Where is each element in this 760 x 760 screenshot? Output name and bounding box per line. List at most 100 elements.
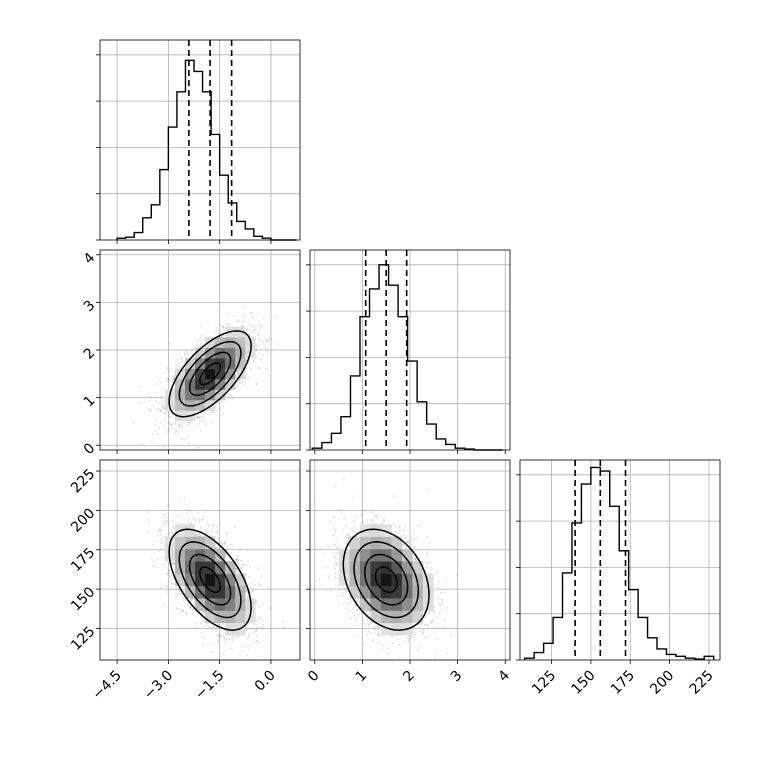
scatter-point bbox=[162, 406, 165, 409]
contour-2sigma bbox=[168, 528, 252, 631]
scatter-point bbox=[258, 584, 261, 586]
scatter-point bbox=[258, 655, 260, 658]
scatter-point bbox=[217, 332, 220, 335]
scatter-point bbox=[167, 422, 170, 425]
density-cell bbox=[205, 536, 216, 550]
scatter-point bbox=[198, 339, 201, 342]
scatter-point bbox=[215, 530, 218, 533]
scatter-point bbox=[219, 408, 222, 411]
scatter-point bbox=[225, 638, 228, 641]
scatter-point bbox=[367, 624, 370, 626]
scatter-point bbox=[236, 554, 239, 556]
scatter-point bbox=[226, 531, 228, 534]
scatter-point bbox=[159, 529, 162, 532]
scatter-point bbox=[340, 512, 343, 515]
scatter-point bbox=[380, 515, 382, 517]
scatter-point bbox=[263, 343, 265, 345]
density-cell bbox=[225, 561, 236, 574]
scatter-point bbox=[223, 541, 226, 544]
scatter-point bbox=[373, 625, 376, 627]
scatter-point bbox=[348, 618, 351, 621]
density-cell bbox=[205, 548, 216, 562]
density-cell bbox=[174, 368, 186, 380]
density-cell bbox=[195, 400, 206, 411]
scatter-point bbox=[265, 632, 267, 635]
density-cell bbox=[215, 389, 226, 401]
scatter-point bbox=[427, 564, 430, 567]
scatter-point bbox=[196, 416, 199, 418]
scatter-point bbox=[262, 341, 264, 343]
scatter-point bbox=[375, 516, 378, 519]
density-cell bbox=[205, 368, 216, 380]
scatter-point bbox=[163, 516, 166, 518]
scatter-point bbox=[411, 541, 414, 543]
density-cell bbox=[174, 389, 186, 401]
scatter-point bbox=[393, 523, 396, 526]
scatter-point bbox=[146, 511, 149, 514]
scatter-point bbox=[245, 629, 248, 632]
scatter-point bbox=[335, 561, 337, 564]
scatter-point bbox=[191, 612, 194, 615]
scatter-point bbox=[256, 639, 259, 642]
scatter-point bbox=[188, 509, 191, 512]
scatter-point bbox=[346, 589, 348, 592]
scatter-point bbox=[216, 408, 219, 410]
scatter-point bbox=[342, 592, 345, 594]
scatter-point bbox=[426, 624, 429, 627]
scatter-point bbox=[173, 562, 176, 564]
density-cell bbox=[195, 573, 206, 587]
scatter-point bbox=[426, 536, 429, 538]
scatter-point bbox=[163, 407, 166, 410]
scatter-point bbox=[186, 423, 189, 426]
scatter-point bbox=[361, 521, 363, 524]
scatter-point bbox=[252, 641, 255, 644]
scatter-point bbox=[182, 609, 184, 612]
scatter-point bbox=[377, 633, 380, 636]
scatter-point bbox=[160, 410, 162, 412]
scatter-point bbox=[225, 547, 228, 550]
scatter-point bbox=[165, 519, 168, 522]
scatter-point bbox=[345, 602, 348, 605]
scatter-point bbox=[249, 589, 251, 592]
scatter-point bbox=[257, 617, 260, 620]
density-cell bbox=[370, 598, 382, 611]
scatter-point bbox=[406, 541, 409, 544]
scatter-point bbox=[257, 333, 259, 335]
scatter-point bbox=[177, 361, 180, 364]
scatter-point bbox=[357, 635, 359, 637]
scatter-point bbox=[345, 590, 347, 593]
scatter-point bbox=[270, 607, 273, 610]
density-cell bbox=[195, 347, 206, 359]
scatter-point bbox=[208, 627, 211, 629]
scatter-point bbox=[456, 574, 458, 577]
scatter-point bbox=[230, 543, 233, 546]
scatter-point bbox=[262, 626, 264, 629]
scatter-point bbox=[450, 634, 453, 636]
scatter-point bbox=[409, 635, 412, 637]
scatter-point bbox=[224, 543, 226, 546]
scatter-point bbox=[258, 604, 260, 606]
density-cell bbox=[205, 337, 216, 348]
scatter-point bbox=[320, 547, 323, 549]
scatter-point bbox=[255, 348, 258, 350]
scatter-point bbox=[189, 599, 192, 601]
scatter-point bbox=[427, 636, 429, 639]
scatter-point bbox=[188, 421, 191, 424]
scatter-point bbox=[202, 518, 204, 521]
scatter-point bbox=[180, 586, 183, 589]
scatter-point bbox=[258, 338, 261, 340]
scatter-point bbox=[215, 630, 218, 632]
scatter-point bbox=[165, 430, 168, 433]
scatter-point bbox=[261, 604, 264, 606]
scatter-point bbox=[243, 316, 246, 318]
scatter-point bbox=[228, 324, 231, 326]
scatter-point bbox=[176, 358, 179, 361]
scatter-point bbox=[382, 520, 384, 522]
scatter-point bbox=[170, 575, 173, 577]
scatter-point bbox=[422, 633, 425, 635]
scatter-point bbox=[215, 634, 218, 637]
scatter-point bbox=[422, 564, 425, 567]
scatter-point bbox=[212, 625, 215, 627]
density-cell bbox=[360, 548, 371, 562]
